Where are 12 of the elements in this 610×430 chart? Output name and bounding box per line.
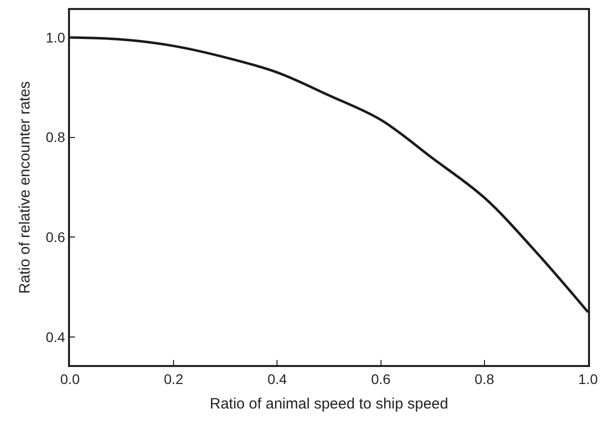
y-tick-label: 0.4 [46,328,66,345]
y-axis-title: Ratio of relative encounter rates [16,81,34,294]
y-tick-label: 1.0 [46,29,66,46]
x-tick-label: 0.2 [164,370,184,387]
x-tick-label: 0.6 [371,370,391,387]
y-tick-label: 0.8 [46,129,66,146]
x-tick-label: 0.8 [474,370,494,387]
x-axis-title: Ratio of animal speed to ship speed [210,395,448,412]
x-tick-label: 0.0 [60,370,80,387]
y-tick-label: 0.6 [46,229,66,246]
x-tick-label: 0.4 [267,370,288,387]
x-tick-label: 1.0 [578,370,598,387]
